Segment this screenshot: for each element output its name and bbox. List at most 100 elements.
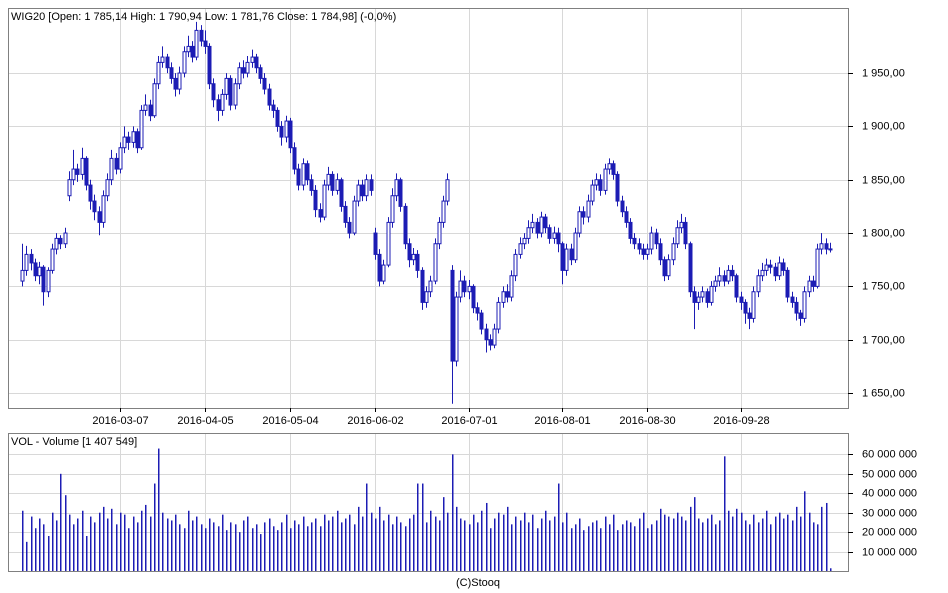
volume-bar <box>226 530 228 571</box>
candle-body <box>309 179 314 191</box>
candle-body <box>679 221 684 229</box>
candle-body <box>267 88 272 106</box>
candle-body <box>424 291 429 303</box>
candle-body <box>624 211 629 223</box>
volume-bar <box>622 524 624 571</box>
candle-body <box>33 262 38 277</box>
candle-body <box>768 264 773 268</box>
volume-bar <box>218 526 220 571</box>
x-tick-label: 2016-07-01 <box>441 415 497 427</box>
volume-bar <box>732 516 734 571</box>
volume-bar <box>86 536 88 571</box>
volume-bar <box>690 506 692 571</box>
volume-bar <box>209 518 211 571</box>
candle-body <box>67 179 72 197</box>
volume-bar <box>473 514 475 571</box>
candle-body <box>518 243 523 255</box>
volume-bar <box>60 473 62 571</box>
candle-body <box>828 248 833 251</box>
candle-body <box>211 83 216 101</box>
candle-body <box>29 253 34 264</box>
plot-layer <box>8 8 848 571</box>
x-tick-label: 2016-04-05 <box>177 415 233 427</box>
price-frame <box>8 8 849 409</box>
candle-body <box>709 285 714 303</box>
volume-bar <box>562 522 564 571</box>
candle-body <box>411 253 416 261</box>
candle-body <box>203 40 208 47</box>
candle-body <box>386 221 391 266</box>
volume-bar <box>298 524 300 571</box>
candle-body <box>194 29 199 58</box>
x-tick-label: 2016-08-01 <box>534 415 590 427</box>
candle-body <box>479 312 484 330</box>
candle-body <box>509 275 514 298</box>
y-tick-label: 1 700,00 <box>862 334 905 346</box>
candle-body <box>301 163 306 186</box>
volume-bar <box>124 514 126 571</box>
candle-body <box>318 209 323 218</box>
volume-bar <box>558 483 560 571</box>
volume-bar <box>656 520 658 571</box>
candle-body <box>505 291 510 298</box>
volume-bar <box>388 514 390 571</box>
candle-body <box>790 296 795 303</box>
candle-body <box>63 232 68 245</box>
candle-body <box>488 339 493 346</box>
volume-bar <box>409 518 411 571</box>
volume-bar <box>107 518 109 571</box>
candle-body <box>415 253 420 271</box>
candle-body <box>88 184 93 202</box>
volume-bar <box>792 520 794 571</box>
candle-body <box>24 253 29 271</box>
candle-body <box>182 51 187 74</box>
candle-body <box>726 269 731 282</box>
x-tick-label: 2016-06-02 <box>347 415 403 427</box>
volume-bar <box>439 520 441 571</box>
candle-body <box>751 291 756 319</box>
candle-body <box>794 301 799 314</box>
candle-body <box>352 200 357 234</box>
volume-bar <box>175 514 177 571</box>
volume-bar <box>800 516 802 571</box>
volume-bar <box>264 522 266 571</box>
volume-bar <box>48 536 50 571</box>
candle-body <box>815 248 820 287</box>
volume-bar <box>230 522 232 571</box>
volume-frame <box>8 433 849 572</box>
candle-body <box>632 237 637 245</box>
volume-bar <box>766 510 768 571</box>
candle-body <box>467 285 472 293</box>
volume-bar <box>447 512 449 571</box>
candle-body <box>381 264 386 282</box>
x-tick-label: 2016-09-28 <box>713 415 769 427</box>
volume-bar <box>137 522 139 571</box>
candle-body <box>233 83 238 106</box>
volume-bar <box>256 524 258 571</box>
volume-bar <box>532 514 534 571</box>
volume-bar <box>371 512 373 571</box>
candle-body <box>292 147 297 170</box>
volume-bar <box>673 518 675 571</box>
volume-bar <box>277 530 279 571</box>
candle-body <box>275 109 280 127</box>
candle-body <box>254 56 259 69</box>
candle-body <box>496 301 501 330</box>
candle-body <box>492 328 497 346</box>
volume-bar <box>141 510 143 571</box>
volume-bar <box>770 524 772 571</box>
y-tick-label: 40 000 000 <box>862 487 917 499</box>
y-tick-label: 10 000 000 <box>862 546 917 558</box>
volume-bar <box>647 528 649 571</box>
candle-body <box>798 312 803 319</box>
candle-body <box>649 232 654 250</box>
candle-body <box>360 184 365 197</box>
candle-body <box>186 45 191 53</box>
volume-bar <box>626 520 628 571</box>
volume-bar <box>643 512 645 571</box>
volume-bar <box>133 516 135 571</box>
y-tick-label: 1 750,00 <box>862 280 905 292</box>
volume-bar <box>609 524 611 571</box>
volume-bar <box>188 510 190 571</box>
volume-bar <box>22 510 24 571</box>
